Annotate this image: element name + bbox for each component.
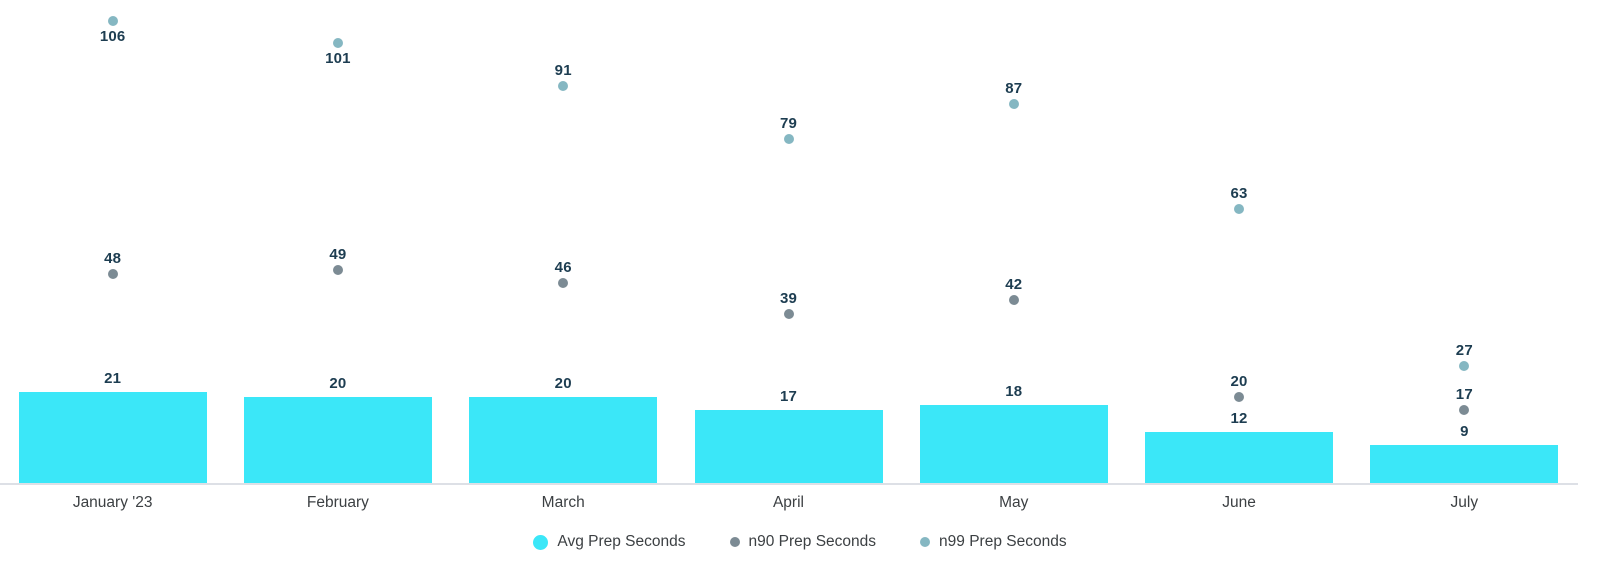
legend-label: n99 Prep Seconds — [939, 533, 1067, 550]
n90-dot[interactable] — [558, 277, 569, 288]
x-axis-line — [0, 483, 1578, 485]
bar-value-label: 18 — [1005, 383, 1023, 401]
n99-dot[interactable] — [558, 81, 569, 92]
chart-legend: Avg Prep Seconds n90 Prep Seconds n99 Prep… — [0, 533, 1600, 551]
n99-value-label: 27 — [1455, 342, 1473, 359]
n90-value-label: 20 — [1230, 372, 1248, 390]
bar-value-label: 21 — [104, 370, 122, 388]
legend-marker-icon — [920, 537, 931, 547]
bar-january-23[interactable] — [18, 392, 207, 483]
n90-value-label: 17 — [1455, 385, 1473, 403]
n90-dot[interactable] — [107, 269, 118, 280]
bar-value-label: 20 — [329, 374, 347, 392]
n99-value-label: 106 — [99, 27, 126, 45]
n90-value-label: 46 — [554, 258, 572, 276]
n99-dot[interactable] — [1234, 203, 1245, 214]
x-axis-label-march: March — [541, 494, 585, 511]
n99-value-label: 101 — [325, 49, 351, 67]
legend-marker-icon — [533, 534, 549, 550]
bar-value-label: 9 — [1460, 422, 1469, 440]
x-axis-label-april: April — [772, 494, 804, 511]
bar-april[interactable] — [694, 409, 883, 483]
bar-july[interactable] — [1370, 444, 1559, 483]
n99-dot[interactable] — [332, 37, 343, 48]
n90-value-label: 48 — [104, 250, 122, 268]
bar-may[interactable] — [919, 405, 1108, 483]
bar-value-label: 20 — [554, 374, 572, 392]
bar-march[interactable] — [469, 396, 658, 483]
legend-item-n99-prep-seconds[interactable]: n99 Prep Seconds — [920, 533, 1067, 551]
legend-label: Avg Prep Seconds — [557, 533, 686, 550]
x-axis-label-june: June — [1222, 494, 1256, 511]
n90-value-label: 49 — [329, 245, 347, 263]
legend-item-avg-prep-seconds[interactable]: Avg Prep Seconds — [533, 533, 686, 551]
bar-value-label: 12 — [1230, 409, 1248, 427]
n99-dot[interactable] — [783, 133, 794, 144]
n90-dot[interactable] — [783, 308, 794, 319]
x-axis-label-january-23: January '23 — [72, 494, 153, 511]
n99-value-label: 63 — [1230, 184, 1248, 202]
n99-dot[interactable] — [1459, 361, 1470, 371]
n99-value-label: 91 — [554, 62, 572, 80]
x-axis-label-may: May — [999, 494, 1029, 511]
n90-dot[interactable] — [1008, 295, 1019, 306]
n90-value-label: 42 — [1005, 276, 1023, 294]
legend-label: n90 Prep Seconds — [748, 533, 877, 550]
n90-dot[interactable] — [1459, 404, 1470, 415]
x-axis-label-february: February — [306, 494, 369, 511]
n90-dot[interactable] — [1234, 391, 1245, 402]
n99-value-label: 79 — [779, 114, 798, 132]
n90-value-label: 39 — [779, 289, 798, 307]
n99-value-label: 87 — [1005, 79, 1023, 97]
bar-value-label: 17 — [779, 387, 798, 405]
x-axis-label-july: July — [1450, 494, 1479, 511]
legend-marker-icon — [729, 537, 740, 547]
bar-june[interactable] — [1145, 431, 1334, 483]
n90-dot[interactable] — [332, 264, 343, 275]
bar-february[interactable] — [243, 396, 432, 483]
n99-dot[interactable] — [1008, 98, 1019, 109]
n99-dot[interactable] — [107, 15, 118, 26]
legend-item-n90-prep-seconds[interactable]: n90 Prep Seconds — [729, 533, 877, 551]
